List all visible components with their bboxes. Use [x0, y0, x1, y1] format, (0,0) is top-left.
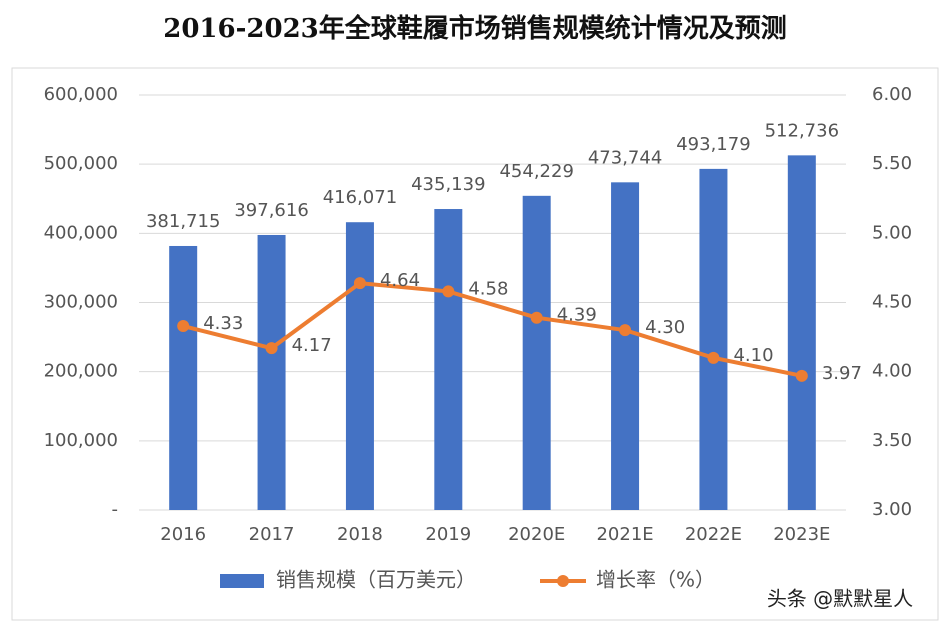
line-value-label: 4.17 — [292, 335, 332, 356]
bar — [522, 195, 551, 510]
y2-tick-label: 3.00 — [872, 499, 912, 520]
bar-value-label: 454,229 — [499, 161, 573, 182]
bar — [611, 182, 640, 510]
x-tick-label: 2019 — [425, 524, 471, 545]
line-marker — [707, 351, 720, 364]
chart-frame — [11, 67, 939, 621]
bar-value-label: 473,744 — [588, 147, 662, 168]
y-tick-label: 500,000 — [44, 153, 118, 174]
bar-value-label: 512,736 — [765, 120, 839, 141]
line-marker — [265, 342, 278, 355]
bar — [787, 155, 816, 510]
x-tick-label: 2022E — [685, 524, 742, 545]
y2-tick-label: 5.50 — [872, 153, 912, 174]
chart-title: 2016-2023年全球鞋履市场销售规模统计情况及预测 — [163, 13, 787, 44]
y-tick-label: 100,000 — [44, 430, 118, 451]
line-value-label: 4.10 — [733, 345, 773, 366]
bar-value-label: 493,179 — [676, 134, 750, 155]
y-tick-label: 600,000 — [44, 84, 118, 105]
y2-tick-label: 3.50 — [872, 430, 912, 451]
line-marker — [619, 324, 632, 337]
x-tick-label: 2016 — [160, 524, 206, 545]
line-marker — [177, 320, 190, 333]
y2-tick-label: 4.00 — [872, 361, 912, 382]
x-tick-label: 2021E — [596, 524, 653, 545]
bar-value-label: 435,139 — [411, 174, 485, 195]
bar — [699, 168, 728, 510]
line-value-label: 4.39 — [557, 305, 597, 326]
y-tick-label: 300,000 — [44, 292, 118, 313]
y-tick-label: - — [112, 499, 119, 520]
y-tick-label: 200,000 — [44, 361, 118, 382]
line-value-label: 4.33 — [203, 313, 243, 334]
line-value-label: 4.30 — [645, 317, 685, 338]
y2-tick-label: 4.50 — [872, 292, 912, 313]
bar-value-label: 397,616 — [234, 200, 308, 221]
bar-value-label: 381,715 — [146, 211, 220, 232]
legend-label: 增长率（%） — [596, 568, 715, 592]
line-value-label: 4.58 — [468, 278, 508, 299]
bar — [345, 222, 374, 510]
y-tick-label: 400,000 — [44, 222, 118, 243]
watermark: 头条 @默默星人 — [767, 587, 913, 611]
x-tick-label: 2017 — [249, 524, 295, 545]
legend-swatch — [220, 574, 264, 588]
legend-swatch — [557, 575, 569, 587]
bar — [434, 209, 463, 510]
line-marker — [795, 369, 808, 382]
x-tick-label: 2018 — [337, 524, 383, 545]
bar — [257, 234, 286, 510]
y2-tick-label: 6.00 — [872, 84, 912, 105]
line-marker — [353, 277, 366, 290]
x-tick-label: 2020E — [508, 524, 565, 545]
line-marker — [442, 285, 455, 298]
line — [182, 281, 803, 378]
y2-tick-label: 5.00 — [872, 222, 912, 243]
line-value-label: 3.97 — [822, 363, 862, 384]
bar-value-label: 416,071 — [323, 187, 397, 208]
line-value-label: 4.64 — [380, 270, 420, 291]
legend-label: 销售规模（百万美元） — [276, 568, 476, 592]
bar — [169, 245, 198, 510]
x-tick-label: 2023E — [773, 524, 830, 545]
line-marker — [530, 311, 543, 324]
